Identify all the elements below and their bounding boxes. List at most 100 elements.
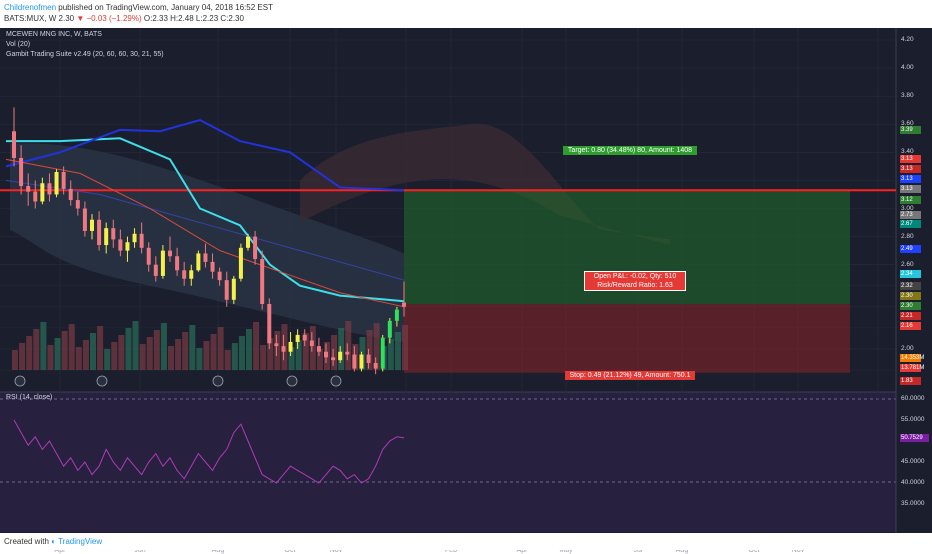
vol-legend[interactable]: Vol (20) (6, 41, 31, 48)
volume-bar (132, 321, 139, 370)
tradingview-link[interactable]: TradingView (58, 537, 103, 546)
stop-box[interactable]: Stop: 0.49 (21.12%) 49, Amount: 750.1 (565, 371, 695, 380)
earnings-marker-icon (286, 375, 298, 387)
footer: Created with ◐ TradingView (0, 533, 932, 550)
price-badge: 3.13 (900, 155, 921, 163)
volume-bar (345, 321, 352, 370)
candle-body (111, 228, 116, 240)
volume-bar (111, 342, 118, 370)
main-legend[interactable]: MCEWEN MNG INC, W, BATS (6, 31, 102, 38)
rsi-tick-label: 40.0000 (901, 479, 925, 486)
candle-body (12, 131, 16, 158)
candle-body (139, 233, 144, 248)
candle-body (82, 208, 87, 231)
candle-body (26, 186, 31, 192)
volume-bar (168, 346, 174, 370)
rsi-tick-label: 55.0000 (901, 416, 925, 423)
stop-zone (404, 304, 850, 373)
candle-body (40, 183, 45, 202)
candle-body (338, 351, 343, 361)
candle-body (366, 354, 371, 363)
volume-bar (139, 344, 146, 370)
target-box[interactable]: Target: 0.80 (34.48%) 80, Amount: 1408 (563, 146, 697, 155)
last-price: 2.30 (58, 14, 75, 23)
candle-body (160, 250, 165, 276)
candle-body (274, 343, 279, 347)
price-badge: 2.67 (900, 220, 921, 228)
volume-bar (331, 335, 338, 370)
candle-body (217, 271, 222, 281)
volume-bar (338, 328, 345, 370)
candle-body (47, 183, 52, 195)
volume-bar (402, 325, 408, 370)
candle-body (175, 256, 180, 271)
volume-bar (118, 335, 125, 370)
volume-bar (19, 343, 26, 370)
volume-bar (26, 336, 33, 370)
volume-bar (82, 340, 89, 370)
candle-body (231, 278, 236, 300)
symbol-label: BATS:MUX, W (4, 14, 57, 23)
volume-bar (182, 332, 189, 370)
candle-body (54, 172, 59, 195)
volume-bar (224, 350, 231, 370)
candle-body (302, 334, 307, 341)
candle-body (210, 261, 215, 272)
candle-body (132, 233, 137, 243)
pnl-box[interactable]: Open P&L: -0.02, Qty: 510 Risk/Reward Ra… (584, 271, 686, 291)
candle-body (402, 302, 406, 307)
candle-body (196, 253, 201, 271)
price-badge: 2.34 (900, 270, 921, 278)
price-badge: 3.39 (900, 126, 921, 134)
volume-bar (387, 339, 394, 370)
rsi-legend[interactable]: RSI (14, close) (6, 394, 53, 401)
rsi-tick-label: 45.0000 (901, 458, 925, 465)
price-badge: 13.781M (900, 364, 925, 372)
candle-body (75, 200, 80, 209)
candle-body (19, 157, 24, 187)
volume-bar (33, 329, 40, 370)
price-badge: 2.30 (900, 292, 921, 300)
volume-bar (54, 338, 61, 370)
down-arrow-icon: ▼ (76, 14, 85, 23)
price-badge: 14.353M (900, 354, 925, 362)
candle-body (238, 247, 243, 279)
volume-bar (217, 327, 224, 370)
candle-body (61, 172, 66, 189)
price-badge: 3.12 (900, 196, 921, 204)
candle-body (331, 357, 336, 361)
risk-reward-label: Risk/Reward Ratio: 1.63 (597, 282, 673, 289)
ema-line (5, 158, 405, 308)
chart-area[interactable]: MCEWEN MNG INC, W, BATS Vol (20) Gambit … (0, 28, 932, 554)
pnl-label: Open P&L: -0.02, Qty: 510 (593, 273, 677, 280)
volume-bar (175, 339, 182, 370)
volume-bar (68, 324, 75, 370)
ohlc-values: O:2.33 H:2.48 L:2.23 C:2.30 (143, 14, 244, 23)
volume-bar (231, 343, 238, 370)
chart-canvas[interactable] (0, 28, 932, 538)
candle-body (373, 362, 378, 369)
volume-bar (267, 338, 274, 370)
price-badge: 2.16 (900, 322, 921, 330)
volume-bar (97, 326, 104, 370)
candle-body (295, 334, 300, 342)
price-tick-label: 4.20 (901, 36, 914, 43)
price-tick-label: 3.80 (901, 92, 914, 100)
candle-body (168, 250, 172, 257)
volume-bar (309, 326, 316, 370)
gambit-legend[interactable]: Gambit Trading Suite v2.49 (20, 60, 60, … (6, 51, 164, 58)
candle-body (394, 309, 399, 321)
author-link[interactable]: Childrenofmen (4, 3, 57, 12)
rsi-series-line (13, 419, 405, 484)
volume-bar (196, 348, 203, 370)
candle-body (224, 280, 229, 300)
created-with-text: Created with (4, 537, 49, 546)
rsi-value-badge: 50.7529 (900, 433, 929, 442)
candle-body (146, 247, 151, 265)
candle-body (153, 264, 158, 276)
candle-body (68, 188, 73, 201)
candle-body (267, 304, 272, 344)
price-tick-label: 2.60 (901, 260, 914, 268)
volume-bar (260, 345, 267, 370)
candle-body (387, 320, 392, 338)
